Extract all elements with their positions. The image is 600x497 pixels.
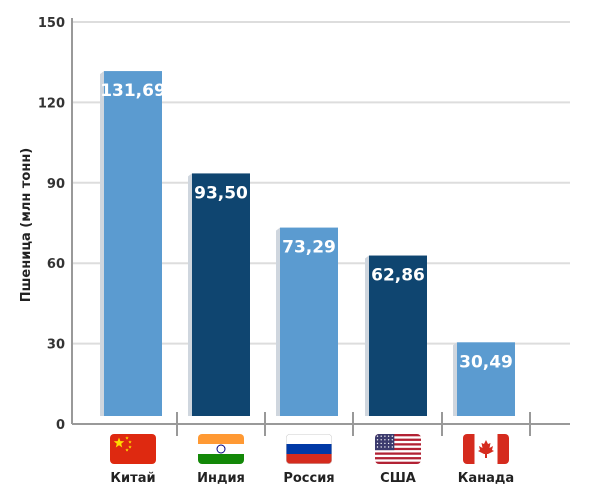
bar-shadow	[100, 71, 104, 416]
category-label: Китай	[110, 471, 155, 486]
india-flag-icon	[198, 434, 244, 464]
bar-shadow	[276, 227, 280, 416]
category-separators	[176, 412, 531, 436]
y-tick-label: 90	[47, 177, 65, 192]
y-axis-label: Пшеница (млн тонн)	[19, 148, 34, 303]
china-flag-icon	[110, 434, 156, 464]
bar-shadow	[188, 173, 192, 416]
axes	[71, 18, 570, 425]
bar-shadow	[365, 255, 369, 416]
bar	[104, 71, 162, 416]
y-tick-label: 60	[47, 257, 65, 272]
russia-flag-icon	[286, 434, 332, 464]
y-tick-label: 120	[38, 96, 65, 111]
y-tick-label: 30	[47, 338, 65, 353]
bar-shadow	[453, 342, 457, 416]
y-tick-label: 0	[56, 418, 65, 433]
bar	[192, 173, 250, 416]
bar	[369, 255, 427, 416]
bar-value-label: 93,50	[194, 183, 248, 203]
category-label: Россия	[283, 471, 334, 486]
bar-value-label: 30,49	[459, 352, 513, 372]
bar-value-label: 62,86	[371, 266, 425, 286]
usa-flag-icon	[375, 434, 421, 464]
bar-value-label: 73,29	[282, 238, 336, 258]
y-tick-labels: 0 30 60 90 120 150	[38, 16, 65, 433]
canada-flag-icon	[463, 434, 509, 464]
category-label: Канада	[458, 471, 514, 486]
category-labels: Китай Индия Россия США Канада	[110, 471, 514, 486]
bar	[457, 342, 515, 416]
bar	[280, 227, 338, 416]
bar-value-label: 131,69	[100, 81, 166, 101]
category-label: США	[380, 471, 416, 486]
category-label: Индия	[197, 471, 245, 486]
bars: 131,69 93,50 73,29 62,86 30,49	[100, 71, 515, 416]
y-tick-label: 150	[38, 16, 65, 31]
flags	[110, 434, 509, 464]
